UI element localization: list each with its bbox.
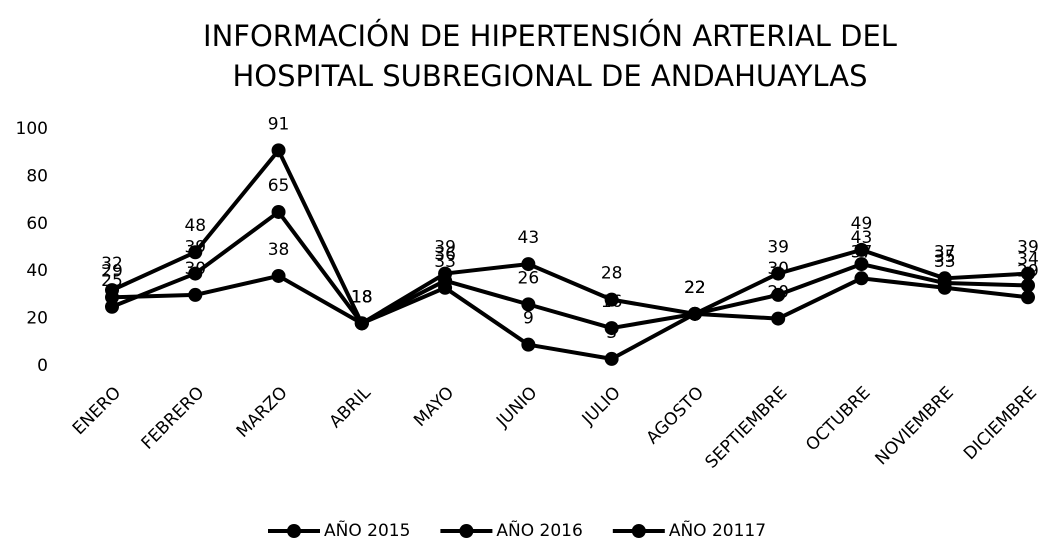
marker [521,257,536,272]
legend-marker [459,524,474,538]
marker [271,204,286,219]
data-label: 91 [268,114,290,134]
data-label: 33 [934,252,956,272]
x-tick-label: JUNIO [492,383,541,432]
marker [271,143,286,158]
data-label: 3 [606,323,617,343]
marker [771,287,786,302]
marker [854,242,869,257]
marker [438,280,453,295]
marker [188,287,203,302]
x-tick-label: AGOSTO [643,383,708,448]
data-label: 29 [101,261,123,281]
marker [604,321,619,336]
series-line [111,273,1029,331]
chart-title: INFORMACIÓN DE HIPERTENSIÓN ARTERIAL DEL [203,19,897,53]
data-label: 18 [351,287,373,307]
marker [521,297,536,312]
data-label: 9 [523,309,534,329]
marker [687,306,702,321]
marker [188,266,203,281]
y-tick-label: 20 [26,309,48,329]
marker [438,266,453,281]
chart-title: HOSPITAL SUBREGIONAL DE ANDAHUAYLAS [233,59,868,93]
marker [105,299,119,314]
marker [771,266,786,281]
x-tick-label: NOVIEMBRE [871,383,957,469]
data-label: 39 [434,238,456,258]
x-tick-label: MARZO [233,383,292,442]
marker [937,271,952,286]
data-label: 35 [934,247,956,267]
data-label: 18 [351,287,373,307]
legend-marker [631,524,646,538]
data-label: 33 [434,252,456,272]
marker [188,245,203,260]
data-label: 22 [684,278,706,298]
y-tick-label: 0 [37,356,48,376]
x-tick-label: FEBRERO [138,383,209,454]
y-tick-label: 60 [26,214,48,234]
marker [521,337,536,352]
marker [1021,290,1035,305]
legend-marker [287,524,301,538]
x-tick-label: SEPTIEMBRE [702,383,792,473]
data-label: 18 [351,287,373,307]
y-tick-label: 100 [16,119,48,139]
marker [1021,266,1035,281]
data-label: 49 [851,214,873,234]
marker [1021,278,1035,293]
data-label: 28 [601,264,623,284]
x-tick-label: ABRIL [326,383,376,433]
marker [854,271,869,286]
legend-label: AÑO 2016 [496,519,582,541]
x-tick-label: OCTUBRE [802,383,874,455]
data-label: 32 [101,254,123,274]
marker [604,351,619,366]
data-label: 39 [1017,238,1039,258]
data-label: 22 [684,278,706,298]
legend-label: AÑO 20117 [669,519,766,541]
x-tick-label: DICIEMBRE [960,383,1041,464]
x-tick-label: JULIO [578,383,625,430]
series-line [111,209,1029,361]
marker [354,316,369,331]
data-label: 39 [767,238,789,258]
marker [771,311,786,326]
data-label: 48 [184,216,206,236]
data-label: 43 [851,228,873,248]
data-label: 36 [434,245,456,265]
data-label: 34 [1017,249,1039,269]
data-label: 43 [518,228,540,248]
data-label: 26 [518,268,540,288]
y-tick-label: 80 [26,166,48,186]
legend-label: AÑO 2015 [324,519,410,541]
x-tick-label: ENERO [69,383,125,439]
data-label: 37 [934,242,956,262]
y-tick-label: 40 [26,261,48,281]
data-label: 38 [268,240,290,260]
marker [854,257,869,272]
data-label: 65 [268,176,290,196]
data-label: 22 [684,278,706,298]
marker [105,283,119,298]
marker [604,292,619,307]
series-line [111,148,1029,326]
x-tick-label: MAYO [410,383,458,431]
marker [271,268,286,283]
